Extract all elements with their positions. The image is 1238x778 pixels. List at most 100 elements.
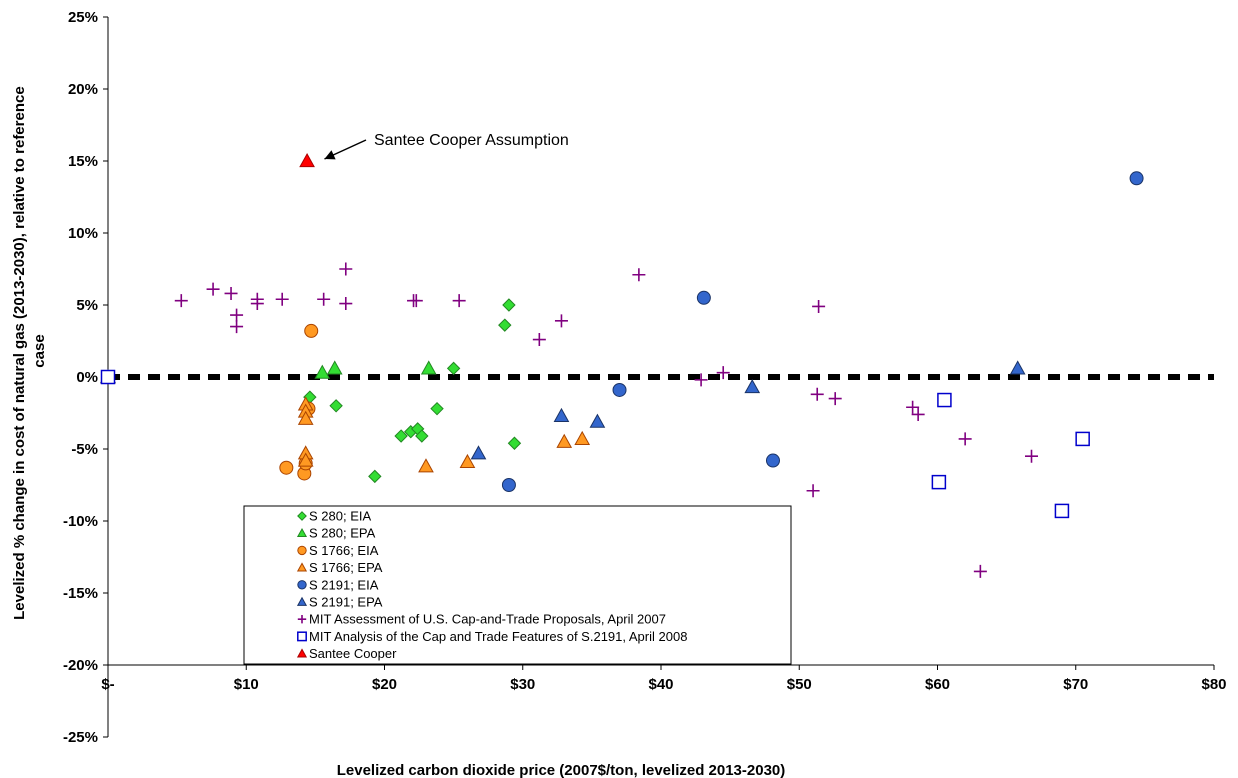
y-tick-label: 15% — [68, 153, 98, 170]
data-point — [828, 392, 842, 406]
data-point — [174, 294, 188, 308]
legend-marker — [297, 511, 307, 521]
legend-marker — [296, 527, 308, 538]
data-point — [339, 262, 353, 276]
legend-label: Santee Cooper — [309, 646, 397, 661]
data-point — [1054, 503, 1070, 519]
data-point — [553, 407, 570, 422]
series-4 — [101, 171, 1144, 492]
x-axis-title: Levelized carbon dioxide price (2007$/to… — [337, 762, 786, 778]
y-tick-label: 5% — [76, 297, 98, 314]
data-point — [973, 564, 987, 578]
series-8 — [299, 152, 315, 168]
data-point — [696, 290, 711, 305]
data-point — [612, 382, 627, 397]
data-point — [632, 268, 646, 282]
data-point — [911, 407, 925, 421]
legend: S 280; EIA S 280; EPA S 1766; EIA S 1766; E… — [243, 505, 792, 665]
data-point — [297, 410, 314, 425]
data-point — [1075, 431, 1090, 447]
data-point — [304, 323, 319, 338]
data-point — [810, 387, 824, 401]
data-point — [415, 429, 429, 443]
data-point — [329, 399, 343, 413]
x-tick-label: $30 — [510, 676, 535, 693]
legend-label: MIT Assessment of U.S. Cap-and-Trade Pro… — [309, 612, 666, 627]
y-tick-label: 0% — [76, 369, 98, 386]
legend-box — [243, 505, 792, 665]
y-tick-label: 25% — [68, 9, 98, 26]
data-point — [1129, 171, 1144, 186]
data-point — [409, 294, 423, 308]
x-tick-label: $60 — [925, 676, 950, 693]
data-point — [317, 292, 331, 306]
data-point — [744, 379, 761, 394]
x-tick-label: $80 — [1201, 676, 1226, 693]
tick-labels: 25% 20% 15% 10% 5% 0% -5% -10% -15% -20% -25% $- $10… — [63, 9, 1227, 746]
data-points — [100, 152, 1144, 578]
data-point — [958, 432, 972, 446]
series-2 — [101, 323, 319, 481]
legend-label: S 280; EPA — [309, 526, 376, 541]
legend-marker — [297, 580, 307, 590]
annotation-arrowhead — [324, 150, 336, 160]
legend-marker — [296, 562, 308, 572]
x-tick-label: $20 — [372, 676, 397, 693]
x-tick-label: $10 — [234, 676, 259, 693]
legend-label: S 1766; EIA — [309, 543, 379, 558]
legend-label: S 2191; EPA — [309, 595, 383, 610]
legend-marker — [297, 615, 307, 624]
data-point — [502, 298, 516, 312]
data-point — [554, 314, 568, 328]
data-point — [418, 458, 434, 473]
legend-marker — [297, 631, 307, 642]
legend-label: S 2191; EIA — [309, 577, 379, 592]
data-point — [420, 360, 437, 375]
data-point — [230, 308, 244, 322]
data-point — [470, 445, 487, 460]
data-point — [507, 436, 522, 450]
data-point — [206, 282, 220, 296]
data-point — [459, 453, 476, 469]
annotation-label: Santee Cooper Assumption — [374, 132, 569, 149]
data-point — [299, 152, 315, 168]
data-point — [394, 429, 408, 443]
data-point — [452, 294, 466, 308]
data-point — [279, 460, 294, 475]
data-point — [314, 364, 331, 379]
series-3 — [100, 368, 591, 473]
data-point — [297, 452, 314, 467]
legend-marker — [296, 596, 308, 606]
legend-marker — [296, 648, 308, 658]
data-point — [574, 430, 591, 446]
data-point — [501, 478, 516, 492]
y-tick-label: -5% — [71, 441, 98, 458]
data-point — [446, 361, 461, 376]
data-point — [937, 392, 952, 408]
data-point — [806, 484, 820, 498]
y-axis-title-line-1: Levelized % change in cost of natural ga… — [11, 86, 28, 620]
data-point — [1025, 449, 1039, 463]
data-point — [326, 360, 343, 375]
data-point — [694, 373, 708, 387]
data-point — [589, 413, 606, 428]
data-point — [716, 366, 730, 380]
series-6 — [101, 262, 1039, 578]
data-point — [765, 453, 780, 468]
data-point — [532, 333, 546, 347]
y-tick-label: -20% — [63, 657, 98, 674]
y-tick-label: -15% — [63, 585, 98, 602]
data-point — [339, 297, 353, 311]
y-axis-title-line-2: case — [31, 334, 48, 367]
data-point — [250, 297, 264, 311]
legend-marker — [297, 545, 307, 556]
data-point — [430, 401, 444, 416]
x-tick-label: $70 — [1063, 676, 1088, 693]
series-7 — [100, 369, 1090, 519]
x-tick-label: $50 — [787, 676, 812, 693]
data-point — [931, 474, 947, 490]
x-tick-label: $- — [101, 676, 114, 693]
data-point — [275, 292, 289, 306]
data-point — [224, 286, 238, 300]
legend-label: S 1766; EPA — [309, 560, 383, 575]
